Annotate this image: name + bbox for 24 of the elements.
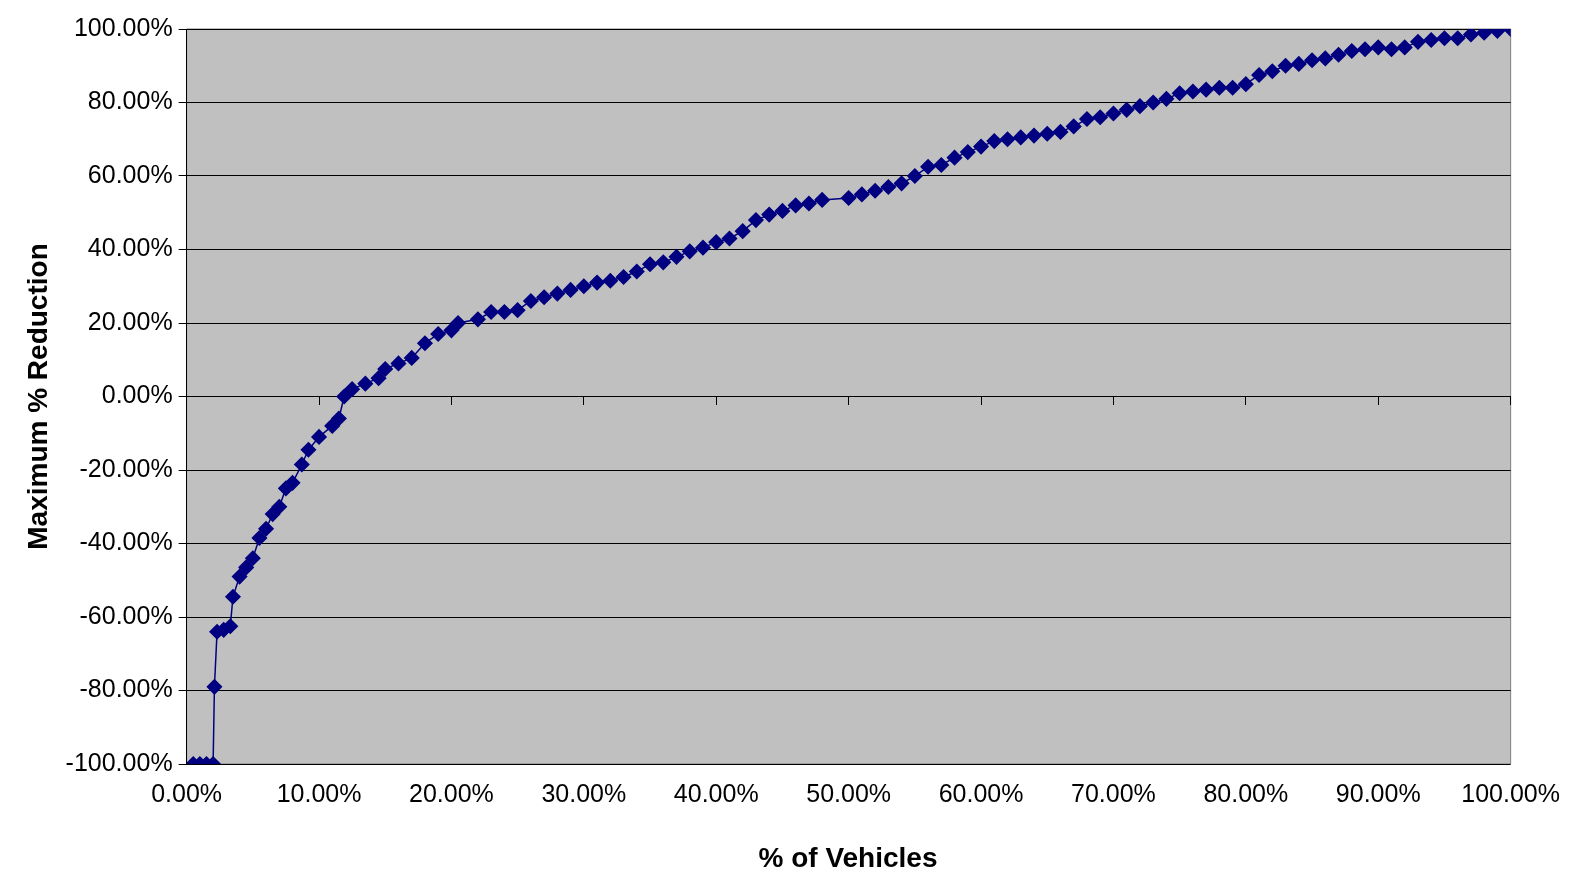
y-tick-label: 100.00% <box>73 12 173 41</box>
y-tick-label: -60.00% <box>79 600 173 629</box>
y-tick-label: 20.00% <box>87 306 173 335</box>
x-tick-label: 40.00% <box>673 778 759 807</box>
x-tick-label: 10.00% <box>276 778 362 807</box>
y-axis-title: Maximum % Reduction <box>21 243 53 550</box>
x-tick-label: 20.00% <box>409 778 494 807</box>
y-tick-label: -100.00% <box>65 747 173 776</box>
y-tick-label: -20.00% <box>79 453 173 482</box>
x-tick-label: 50.00% <box>806 778 892 807</box>
x-tick-label: 60.00% <box>938 778 1024 807</box>
x-tick-label: 0.00% <box>151 778 223 807</box>
y-tick-label: 60.00% <box>87 159 173 188</box>
x-tick-label: 30.00% <box>541 778 627 807</box>
y-tick-label: -40.00% <box>79 527 173 556</box>
x-tick-label: 100.00% <box>1461 778 1560 807</box>
x-tick-label: 70.00% <box>1071 778 1156 807</box>
y-tick-label: 40.00% <box>87 233 173 262</box>
x-tick-label: 90.00% <box>1335 778 1421 807</box>
y-tick-label: 80.00% <box>87 86 173 115</box>
x-tick-label: 80.00% <box>1203 778 1289 807</box>
x-axis-title: % of Vehicles <box>757 842 939 874</box>
y-tick-label: -80.00% <box>79 674 173 703</box>
y-tick-label: 0.00% <box>101 380 173 409</box>
